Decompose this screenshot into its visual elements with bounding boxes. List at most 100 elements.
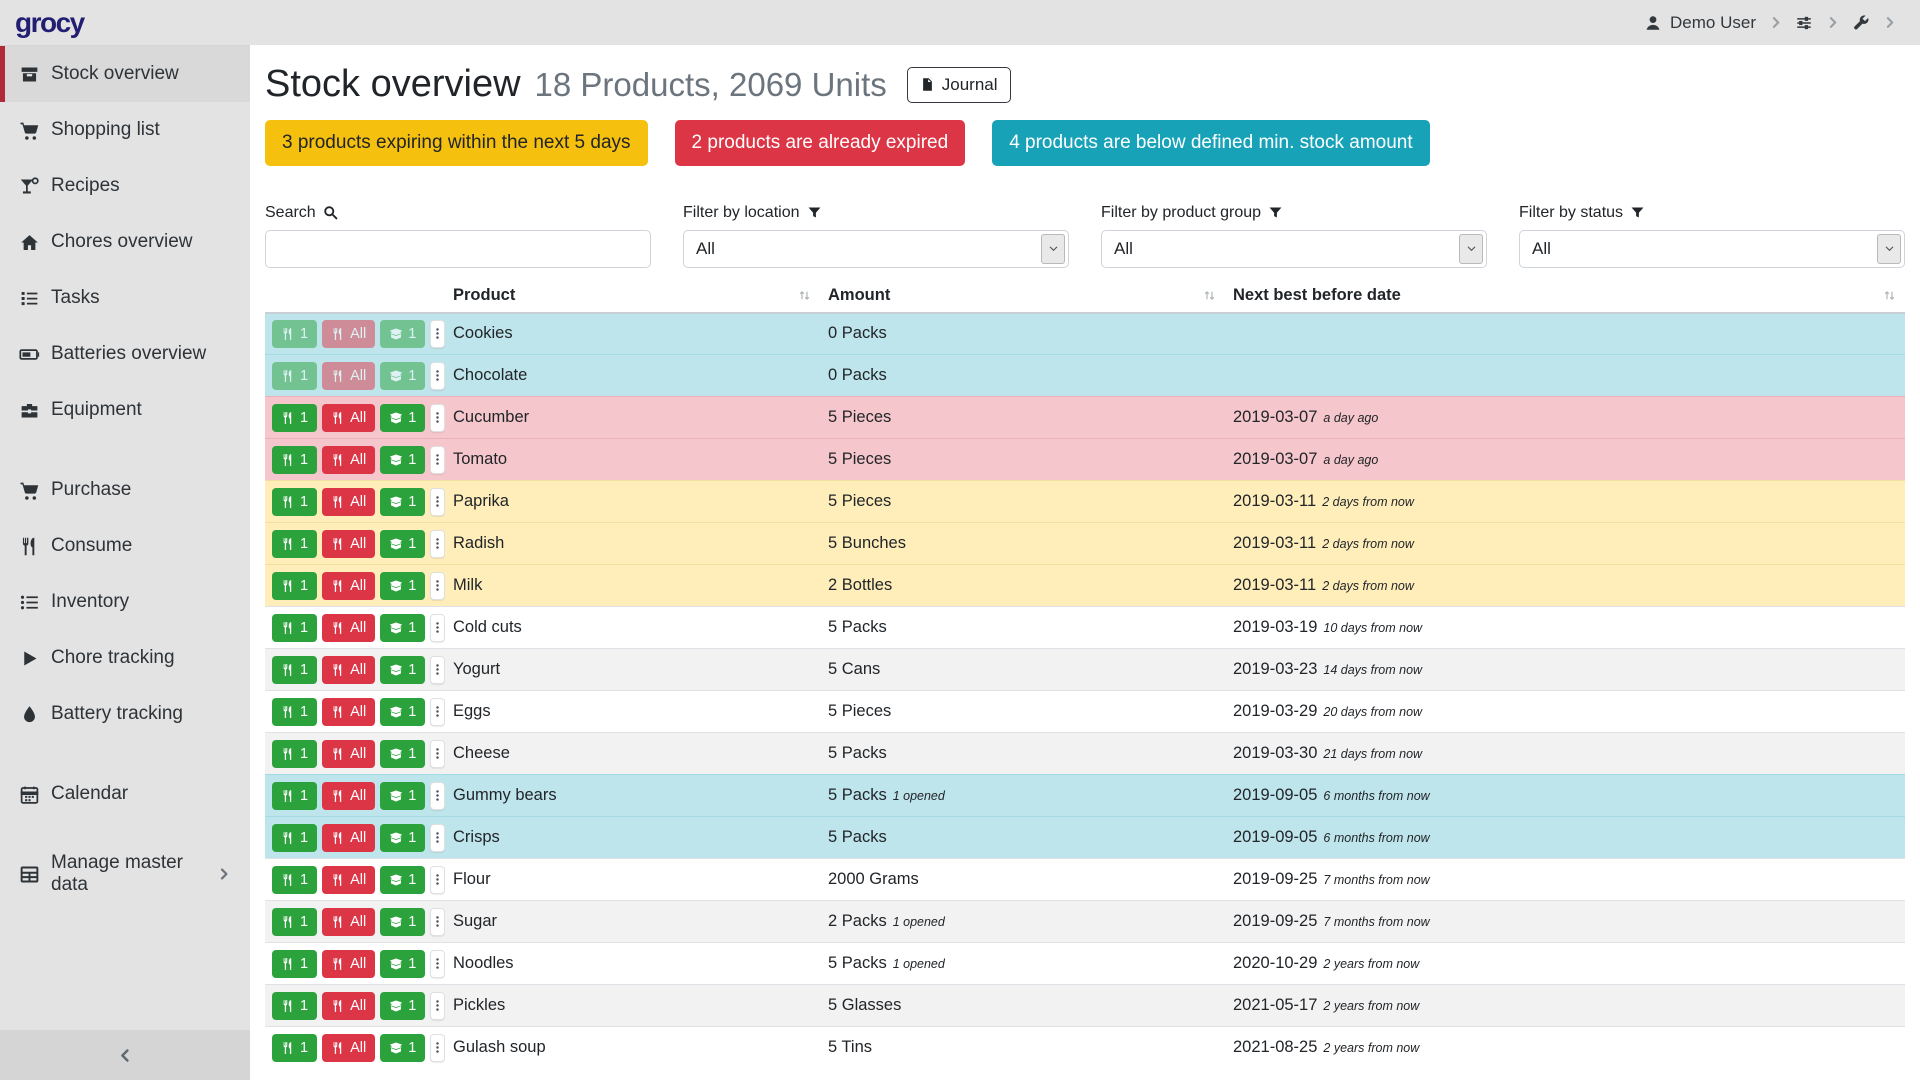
open-one-button[interactable]: 1 <box>380 908 425 936</box>
row-menu-button[interactable] <box>430 530 445 558</box>
sidebar-item-tasks[interactable]: Tasks <box>0 270 250 326</box>
sidebar-collapse-button[interactable] <box>0 1030 250 1080</box>
open-one-button[interactable]: 1 <box>380 530 425 558</box>
consume-one-button[interactable]: 1 <box>272 656 317 684</box>
row-menu-button[interactable] <box>430 740 445 768</box>
row-menu-button[interactable] <box>430 614 445 642</box>
sidebar-item-chores-overview[interactable]: Chores overview <box>0 214 250 270</box>
row-menu-button[interactable] <box>430 782 445 810</box>
row-menu-button[interactable] <box>430 950 445 978</box>
row-menu-button[interactable] <box>430 446 445 474</box>
consume-all-button[interactable]: All <box>322 866 375 894</box>
sidebar-item-inventory[interactable]: Inventory <box>0 574 250 630</box>
sidebar-item-batteries-overview[interactable]: Batteries overview <box>0 326 250 382</box>
sidebar-item-equipment[interactable]: Equipment <box>0 382 250 438</box>
open-one-button[interactable]: 1 <box>380 740 425 768</box>
row-menu-button[interactable] <box>430 824 445 852</box>
sort-icon[interactable] <box>1202 288 1217 303</box>
consume-all-button[interactable]: All <box>322 614 375 642</box>
consume-all-button[interactable]: All <box>322 908 375 936</box>
sidebar-item-manage-master-data[interactable]: Manage master data <box>0 846 250 902</box>
consume-one-button[interactable]: 1 <box>272 824 317 852</box>
consume-one-button[interactable]: 1 <box>272 992 317 1020</box>
open-one-button[interactable]: 1 <box>380 446 425 474</box>
admin-menu[interactable] <box>1852 14 1870 32</box>
sidebar-item-consume[interactable]: Consume <box>0 518 250 574</box>
consume-all-button[interactable]: All <box>322 740 375 768</box>
row-menu-button[interactable] <box>430 866 445 894</box>
consume-one-button[interactable]: 1 <box>272 614 317 642</box>
consume-all-button[interactable]: All <box>322 698 375 726</box>
row-menu-button[interactable] <box>430 320 445 348</box>
sort-icon[interactable] <box>1882 288 1897 303</box>
banner-expired[interactable]: 2 products are already expired <box>675 120 966 166</box>
row-menu-button[interactable] <box>430 656 445 684</box>
row-menu-button[interactable] <box>430 488 445 516</box>
consume-one-button[interactable]: 1 <box>272 866 317 894</box>
status-filter-select[interactable]: All <box>1519 230 1905 268</box>
open-one-button[interactable]: 1 <box>380 572 425 600</box>
consume-all-button[interactable]: All <box>322 992 375 1020</box>
banner-below-min[interactable]: 4 products are below defined min. stock … <box>992 120 1429 166</box>
location-filter-select[interactable]: All <box>683 230 1069 268</box>
journal-button[interactable]: Journal <box>907 67 1011 103</box>
row-menu-button[interactable] <box>430 908 445 936</box>
open-one-button[interactable]: 1 <box>380 866 425 894</box>
consume-one-button[interactable]: 1 <box>272 950 317 978</box>
open-one-button[interactable]: 1 <box>380 824 425 852</box>
product-amount: 0 Packs <box>820 355 1225 397</box>
consume-all-button[interactable]: All <box>322 950 375 978</box>
sort-icon[interactable] <box>797 288 812 303</box>
amount-column-header[interactable]: Amount <box>820 282 1225 313</box>
row-menu-button[interactable] <box>430 698 445 726</box>
consume-all-button[interactable]: All <box>322 488 375 516</box>
sidebar-item-recipes[interactable]: Recipes <box>0 158 250 214</box>
sidebar-item-calendar[interactable]: Calendar <box>0 766 250 822</box>
consume-one-button[interactable]: 1 <box>272 1034 317 1062</box>
open-one-button[interactable]: 1 <box>380 698 425 726</box>
consume-one-button[interactable]: 1 <box>272 908 317 936</box>
sidebar-item-battery-tracking[interactable]: Battery tracking <box>0 686 250 742</box>
open-one-button[interactable]: 1 <box>380 1034 425 1062</box>
consume-all-button[interactable]: All <box>322 572 375 600</box>
quick-settings-menu[interactable] <box>1795 14 1813 32</box>
date-column-header[interactable]: Next best before date <box>1225 282 1905 313</box>
consume-one-button[interactable]: 1 <box>272 572 317 600</box>
sidebar-item-chore-tracking[interactable]: Chore tracking <box>0 630 250 686</box>
consume-all-button[interactable]: All <box>322 782 375 810</box>
row-menu-button[interactable] <box>430 572 445 600</box>
consume-one-button[interactable]: 1 <box>272 446 317 474</box>
app-logo[interactable]: grocy <box>15 7 84 39</box>
open-one-button[interactable]: 1 <box>380 950 425 978</box>
user-menu[interactable]: Demo User <box>1644 13 1756 33</box>
row-menu-button[interactable] <box>430 362 445 390</box>
sidebar-item-shopping-list[interactable]: Shopping list <box>0 102 250 158</box>
open-one-button[interactable]: 1 <box>380 992 425 1020</box>
banner-expiring[interactable]: 3 products expiring within the next 5 da… <box>265 120 648 166</box>
consume-all-button[interactable]: All <box>322 656 375 684</box>
consume-all-button[interactable]: All <box>322 530 375 558</box>
open-one-button[interactable]: 1 <box>380 656 425 684</box>
consume-one-button[interactable]: 1 <box>272 530 317 558</box>
open-one-button[interactable]: 1 <box>380 614 425 642</box>
consume-one-button[interactable]: 1 <box>272 740 317 768</box>
open-one-button[interactable]: 1 <box>380 404 425 432</box>
consume-one-button[interactable]: 1 <box>272 698 317 726</box>
sidebar-item-purchase[interactable]: Purchase <box>0 462 250 518</box>
sidebar-item-stock-overview[interactable]: Stock overview <box>0 46 250 102</box>
product-column-header[interactable]: Product <box>445 282 820 313</box>
consume-all-button[interactable]: All <box>322 404 375 432</box>
consume-one-button[interactable]: 1 <box>272 488 317 516</box>
consume-all-button[interactable]: All <box>322 446 375 474</box>
consume-all-button[interactable]: All <box>322 824 375 852</box>
product-group-filter-select[interactable]: All <box>1101 230 1487 268</box>
consume-one-button[interactable]: 1 <box>272 782 317 810</box>
consume-all-button[interactable]: All <box>322 1034 375 1062</box>
search-input[interactable] <box>265 230 651 268</box>
open-one-button[interactable]: 1 <box>380 488 425 516</box>
consume-one-button[interactable]: 1 <box>272 404 317 432</box>
row-menu-button[interactable] <box>430 1034 445 1062</box>
open-one-button[interactable]: 1 <box>380 782 425 810</box>
row-menu-button[interactable] <box>430 404 445 432</box>
row-menu-button[interactable] <box>430 992 445 1020</box>
